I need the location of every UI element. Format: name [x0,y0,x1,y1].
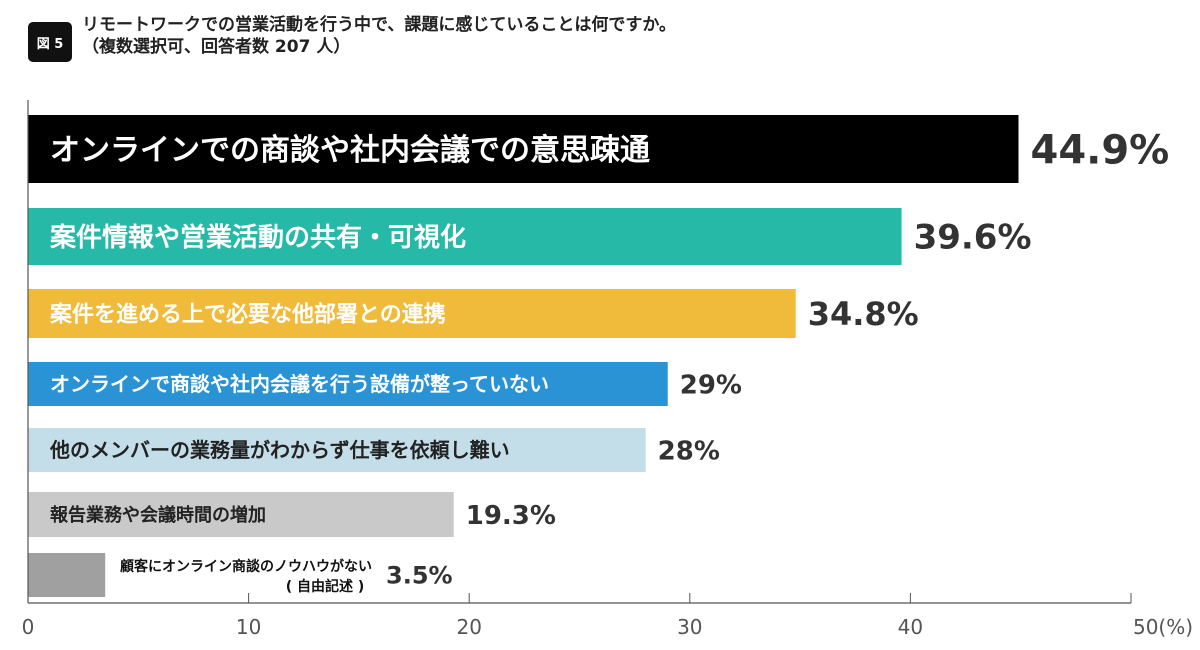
x-tick-label: 40 [898,615,923,639]
x-tick-label: 30 [677,615,702,639]
subtitle-line: （複数選択可、回答者数 207 人） [82,37,351,57]
bar [28,553,106,597]
bar-label: オンラインで商談や社内会議を行う設備が整っていない [50,372,549,396]
bar-label: 案件を進める上で必要な他部署との連携 [49,301,446,327]
bar-label: 他のメンバーの業務量がわからず仕事を依頼し難い [49,438,510,462]
x-tick-label: 10 [236,615,261,639]
x-tick-label: 50(%) [1133,615,1193,639]
bar [28,115,1019,183]
x-tick-label: 0 [22,615,35,639]
chart-title: リモートワークでの営業活動を行う中で、課題に感じていることは何ですか。 （複数選… [82,14,676,58]
value-label: 19.3% [466,501,556,531]
value-label: 39.6% [914,218,1032,258]
value-label: 29% [680,370,742,400]
bar [28,289,796,338]
value-label: 28% [658,436,720,466]
bar [28,492,454,537]
value-label: 44.9% [1030,127,1169,173]
bar-label: 報告業務や会議時間の増加 [50,504,266,526]
bar-label-note: ( 自由記述 ) [286,578,365,595]
value-label: 3.5% [386,562,453,590]
bar [28,428,646,472]
title-line: リモートワークでの営業活動を行う中で、課題に感じていることは何ですか。 [82,15,676,35]
bar-label: オンラインでの商談や社内会議での意思疎通 [50,133,650,168]
bar [28,208,902,265]
x-tick-label: 20 [456,615,481,639]
figure-badge: 図 5 [28,22,72,62]
bar [28,362,668,406]
bar-label: 顧客にオンライン商談のノウハウがない [120,558,372,575]
bar-label: 案件情報や営業活動の共有・可視化 [49,222,466,253]
value-label: 34.8% [808,295,919,333]
